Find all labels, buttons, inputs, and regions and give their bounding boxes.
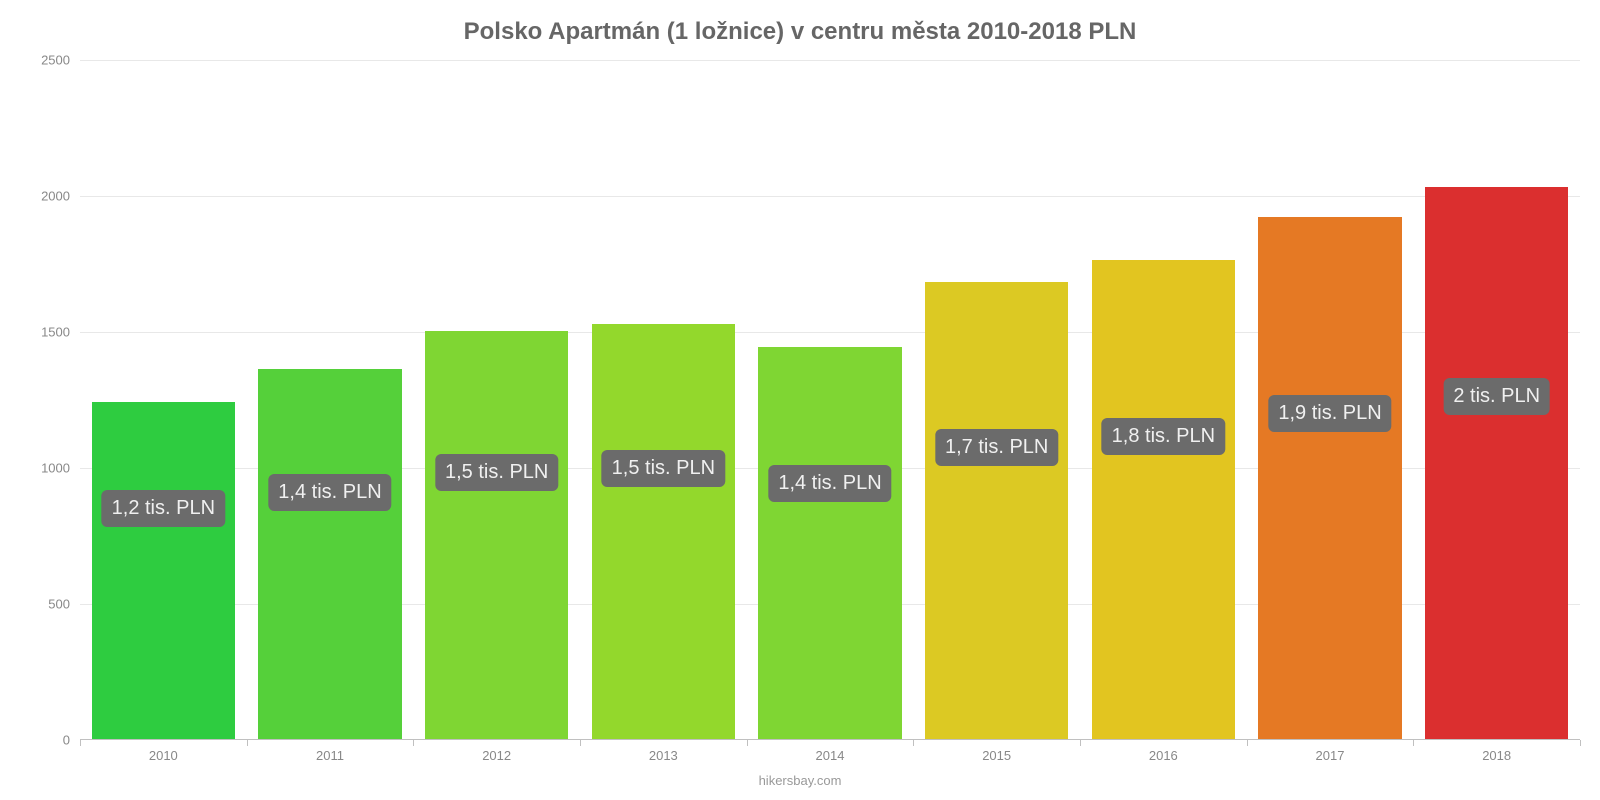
ytick-label: 1500 [10,325,70,340]
bars-container: 1,2 tis. PLN 1,4 tis. PLN 1,5 tis. PLN 1,5 … [80,59,1580,739]
xtick-label: 2013 [580,748,747,763]
chart-area: 1,2 tis. PLN 1,4 tis. PLN 1,5 tis. PLN 1,5 … [80,60,1580,740]
bar-column: 2 tis. PLN [1413,59,1580,739]
bar-value-label: 1,4 tis. PLN [268,474,391,511]
xtick-label: 2012 [413,748,580,763]
xtick-label: 2016 [1080,748,1247,763]
xtick-mark [247,740,248,746]
xtick-mark [1080,740,1081,746]
bar-value-label: 1,4 tis. PLN [768,465,891,502]
bar-column: 1,2 tis. PLN [80,59,247,739]
chart-title: Polsko Apartmán (1 ložnice) v centru měs… [0,0,1600,54]
xtick-label: 2011 [247,748,414,763]
bar-value-label: 1,8 tis. PLN [1102,418,1225,455]
xtick-label: 2014 [747,748,914,763]
ytick-label: 2000 [10,189,70,204]
xtick-mark [747,740,748,746]
bar [258,369,401,739]
bar [758,347,901,739]
bar [1092,260,1235,739]
bar-value-label: 1,2 tis. PLN [102,490,225,527]
ytick-label: 0 [10,733,70,748]
ytick-label: 500 [10,597,70,612]
xtick-mark [913,740,914,746]
bar-column: 1,4 tis. PLN [247,59,414,739]
xtick-label: 2015 [913,748,1080,763]
bar-column: 1,9 tis. PLN [1247,59,1414,739]
bar [425,331,568,739]
bar [1425,187,1568,739]
bar [1258,217,1401,739]
xtick-mark [1247,740,1248,746]
bar-column: 1,8 tis. PLN [1080,59,1247,739]
xtick-label: 2010 [80,748,247,763]
bar-value-label: 2 tis. PLN [1443,378,1550,415]
xtick-mark [413,740,414,746]
bar-column: 1,4 tis. PLN [747,59,914,739]
bar [592,324,735,739]
xtick-label: 2017 [1247,748,1414,763]
attribution-text: hikersbay.com [0,773,1600,788]
ytick-label: 2500 [10,53,70,68]
bar-column: 1,5 tis. PLN [413,59,580,739]
bar-column: 1,7 tis. PLN [913,59,1080,739]
xtick-mark [80,740,81,746]
bar [925,282,1068,739]
bar-value-label: 1,7 tis. PLN [935,429,1058,466]
bar-value-label: 1,5 tis. PLN [602,450,725,487]
ytick-label: 1000 [10,461,70,476]
xtick-mark [1413,740,1414,746]
bar-value-label: 1,9 tis. PLN [1268,395,1391,432]
xtick-label: 2018 [1413,748,1580,763]
xtick-mark [1580,740,1581,746]
bar-value-label: 1,5 tis. PLN [435,454,558,491]
bar [92,402,235,739]
bar-column: 1,5 tis. PLN [580,59,747,739]
plot-region: 1,2 tis. PLN 1,4 tis. PLN 1,5 tis. PLN 1,5 … [80,60,1580,740]
xtick-mark [580,740,581,746]
